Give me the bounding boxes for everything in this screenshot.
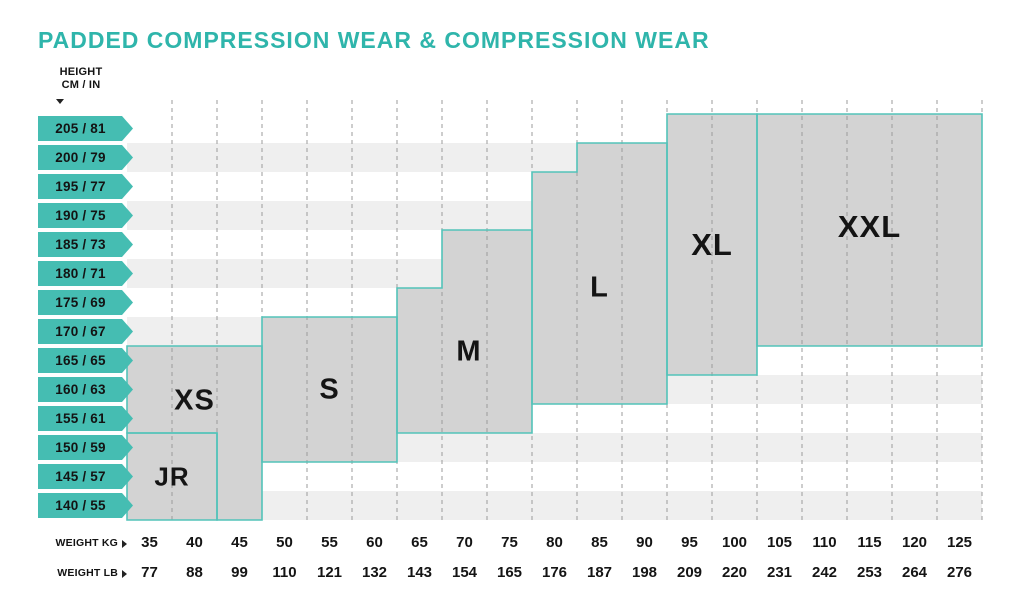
grid-row-stripe — [127, 491, 982, 520]
weight-lb-value: 253 — [856, 564, 883, 581]
grid-area — [127, 114, 982, 520]
height-tick: 160 / 63 — [38, 377, 133, 402]
weight-lb-value: 276 — [946, 564, 973, 581]
height-tick: 145 / 57 — [38, 464, 133, 489]
page-title: PADDED COMPRESSION WEAR & COMPRESSION WE… — [38, 27, 710, 53]
weight-lb-value: 77 — [141, 564, 158, 581]
height-tick: 205 / 81 — [38, 116, 133, 141]
weight-kg-value: 120 — [901, 534, 928, 551]
grid-row-stripe — [127, 433, 982, 462]
weight-kg-value: 65 — [411, 534, 428, 551]
weight-lb-value: 264 — [901, 564, 928, 581]
weight-kg-value: 90 — [636, 534, 653, 551]
weight-kg-value: 45 — [231, 534, 248, 551]
height-tick: 175 / 69 — [38, 290, 133, 315]
size-label-xs: XS — [174, 384, 215, 417]
weight-kg-value: 60 — [366, 534, 383, 551]
weight-lb-value: 242 — [811, 564, 838, 581]
weight-kg-value: 125 — [946, 534, 973, 551]
height-tick: 200 / 79 — [38, 145, 133, 170]
weight-kg-value: 100 — [721, 534, 748, 551]
weight-lb-value: 88 — [186, 564, 203, 581]
weight-kg-value: 110 — [812, 534, 837, 551]
height-header-line1: HEIGHT — [59, 66, 103, 78]
down-arrow-icon — [56, 99, 64, 104]
weight-kg-value: 75 — [501, 534, 518, 551]
size-label-xl: XL — [691, 226, 733, 262]
weight-lb-value: 231 — [766, 564, 793, 581]
weight-lb-value: 187 — [586, 564, 613, 581]
grid-row-stripe — [127, 346, 982, 375]
size-label-xxl: XXL — [837, 209, 902, 245]
height-tick: 180 / 71 — [38, 261, 133, 286]
weight-lb-value: 132 — [361, 564, 388, 581]
weight-kg-value: 115 — [857, 534, 882, 551]
weight-lb-value: 154 — [451, 564, 478, 581]
weight-lb-value: 209 — [676, 564, 703, 581]
right-arrow-icon — [122, 570, 127, 578]
grid-row-stripe — [127, 317, 982, 346]
grid-row-stripe — [127, 404, 982, 433]
size-label-m: M — [456, 335, 482, 368]
height-tick: 185 / 73 — [38, 232, 133, 257]
weight-kg-value: 95 — [681, 534, 698, 551]
grid-row-stripe — [127, 114, 982, 143]
height-tick: 140 / 55 — [38, 493, 133, 518]
weight-lb-value: 110 — [272, 564, 297, 581]
weight-lb-value: 220 — [721, 564, 748, 581]
size-label-s: S — [319, 373, 340, 405]
weight-kg-value: 105 — [766, 534, 793, 551]
weight-kg-value: 35 — [141, 534, 158, 551]
weight-lb-value: 165 — [496, 564, 523, 581]
weight-lb-axis-label: WEIGHT LB — [57, 567, 118, 579]
weight-lb-value: 198 — [631, 564, 658, 581]
grid-row-stripe — [127, 462, 982, 491]
size-label-l: L — [590, 271, 609, 304]
height-tick: 165 / 65 — [38, 348, 133, 373]
grid-row-stripe — [127, 143, 982, 172]
size-label-jr: JR — [154, 461, 190, 491]
grid-row-stripe — [127, 259, 982, 288]
right-arrow-icon — [122, 540, 127, 548]
weight-kg-axis-label: WEIGHT KG — [55, 537, 118, 549]
weight-lb-value: 99 — [231, 564, 248, 581]
grid-row-stripe — [127, 375, 982, 404]
weight-kg-value: 55 — [321, 534, 338, 551]
weight-kg-value: 40 — [186, 534, 203, 551]
weight-lb-value: 176 — [541, 564, 568, 581]
grid-row-stripe — [127, 172, 982, 201]
weight-kg-value: 50 — [276, 534, 293, 551]
height-axis-header: HEIGHT CM / IN — [40, 66, 122, 92]
weight-kg-value: 85 — [591, 534, 608, 551]
weight-kg-value: 80 — [546, 534, 563, 551]
height-tick: 195 / 77 — [38, 174, 133, 199]
weight-kg-value: 70 — [456, 534, 473, 551]
weight-lb-value: 143 — [406, 564, 433, 581]
height-tick: 170 / 67 — [38, 319, 133, 344]
height-header-line2: CM / IN — [61, 79, 101, 91]
height-tick: 150 / 59 — [38, 435, 133, 460]
weight-lb-value: 121 — [316, 564, 343, 581]
grid-row-stripe — [127, 288, 982, 317]
height-tick: 155 / 61 — [38, 406, 133, 431]
height-tick: 190 / 75 — [38, 203, 133, 228]
